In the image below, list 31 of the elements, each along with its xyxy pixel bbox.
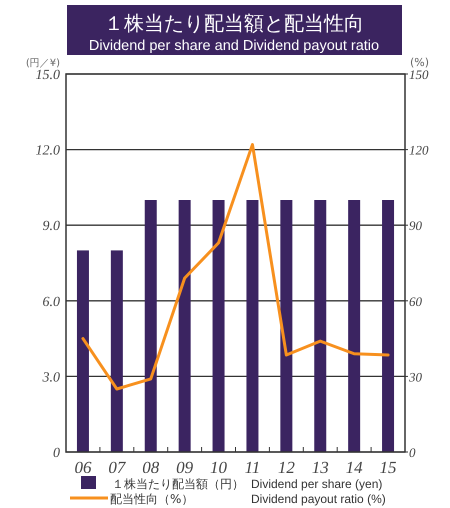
x-tick-label: 07 [108,458,127,477]
chart-subtitle: Dividend per share and Dividend payout ratio [88,38,380,54]
x-tick-label: 10 [210,458,228,477]
y-tick-label: 9.0 [42,219,60,234]
x-tick-label: 15 [380,458,397,477]
x-tick-label: 12 [278,458,296,477]
chart-title: １株当たり配当額と配当性向 [104,11,364,35]
x-tick-label: 14 [346,458,364,477]
y2-tick-label: 30 [408,369,422,384]
y-tick-label: 0 [53,446,60,461]
text: Dividend payout ratio (%) [251,492,386,506]
x-tick-label: 13 [312,458,329,477]
legend-label: 配当性向（%） [110,492,194,506]
y-tick-label: 12.0 [36,144,60,159]
y-tick-label: 15.0 [36,68,60,83]
x-tick-label: 08 [142,458,160,477]
y-tick-label: 6.0 [42,294,60,310]
legend-label: １株当たり配当額（円） [112,477,244,491]
y-tick-label: 3.0 [42,370,60,386]
line-series [81,143,390,390]
y2-tick-label: 90 [409,218,422,234]
y2-tick-label: 150 [409,67,429,82]
x-tick-label: 09 [176,458,194,477]
y2-axis-title: (%) [410,56,430,69]
y-axis-title: (円／¥) [26,58,60,69]
y2-tick-label: 120 [409,142,429,158]
text: Dividend per share (yen) [251,477,382,491]
y2-tick-label: 60 [409,294,422,309]
x-tick-label: 06 [74,458,92,477]
x-tick-label: 11 [244,458,260,477]
y2-tick-label: 0 [409,445,416,460]
